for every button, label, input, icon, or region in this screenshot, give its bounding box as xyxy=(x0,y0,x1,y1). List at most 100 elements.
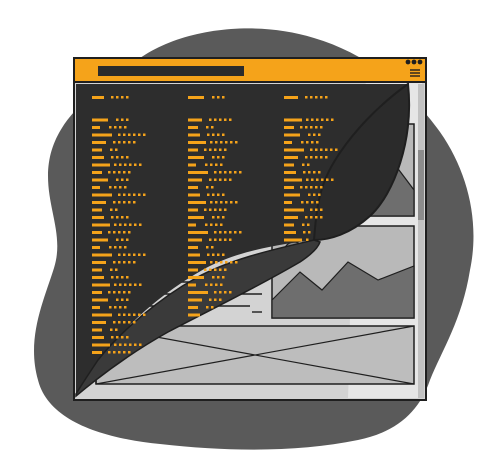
code-dot xyxy=(121,216,124,219)
dot-icon[interactable] xyxy=(417,59,423,65)
scrollbar-track[interactable] xyxy=(418,84,424,398)
code-dot xyxy=(224,208,227,211)
code-dash xyxy=(92,231,102,234)
code-dot xyxy=(123,253,126,256)
code-dot xyxy=(212,253,215,256)
code-dot xyxy=(230,261,233,264)
code-dot xyxy=(212,193,215,196)
code-dot xyxy=(134,223,137,226)
code-dot xyxy=(313,171,316,174)
code-dot xyxy=(204,208,207,211)
code-dash xyxy=(188,156,204,159)
code-dot xyxy=(108,231,111,234)
code-dot xyxy=(118,291,121,294)
code-dot xyxy=(123,231,126,234)
code-dot xyxy=(115,328,118,331)
scrollbar-thumb[interactable] xyxy=(418,150,424,220)
code-dot xyxy=(128,291,131,294)
code-dot xyxy=(214,171,217,174)
code-dot xyxy=(220,201,223,204)
code-dash xyxy=(92,253,112,257)
code-dot xyxy=(118,261,121,264)
code-dot xyxy=(305,186,308,189)
code-dash xyxy=(284,163,294,167)
code-dot xyxy=(114,283,117,286)
code-dot xyxy=(124,343,127,346)
code-dot xyxy=(229,291,232,294)
code-dot xyxy=(133,321,136,324)
code-dot xyxy=(305,216,308,219)
code-dot xyxy=(222,133,225,136)
code-dot xyxy=(123,261,126,264)
code-dot xyxy=(121,178,124,181)
code-dash xyxy=(188,313,200,317)
code-dot xyxy=(124,306,127,309)
code-dot xyxy=(303,231,306,234)
code-dot xyxy=(119,306,122,309)
code-dot xyxy=(217,156,220,159)
code-dot xyxy=(220,163,223,166)
code-dot xyxy=(123,201,126,204)
dot-icon[interactable] xyxy=(411,59,417,65)
code-dash xyxy=(188,223,196,227)
code-dot xyxy=(123,291,126,294)
code-dot xyxy=(209,178,212,181)
code-dot xyxy=(308,133,311,136)
code-dot xyxy=(210,283,213,286)
code-dash xyxy=(92,126,100,129)
code-dash xyxy=(284,171,296,174)
code-dot xyxy=(229,238,232,241)
code-dot xyxy=(325,148,328,151)
code-dot xyxy=(211,126,214,129)
code-dot xyxy=(315,126,318,129)
code-dash xyxy=(284,156,298,159)
code-dot xyxy=(113,291,116,294)
code-dot xyxy=(325,96,328,99)
hamburger-menu-icon[interactable] xyxy=(410,69,420,77)
code-dot xyxy=(330,148,333,151)
code-dot xyxy=(321,118,324,121)
code-dot xyxy=(222,156,225,159)
code-dash xyxy=(92,178,108,182)
code-dot xyxy=(133,201,136,204)
code-dot xyxy=(114,246,117,249)
code-dot xyxy=(325,156,328,159)
code-dot xyxy=(331,178,334,181)
code-dot xyxy=(114,163,117,166)
code-dot xyxy=(308,171,311,174)
dot-icon[interactable] xyxy=(405,59,411,65)
code-dash xyxy=(92,133,112,137)
code-dot xyxy=(320,148,323,151)
code-dash xyxy=(188,141,206,144)
code-dot xyxy=(318,133,321,136)
code-dot xyxy=(121,156,124,159)
code-dot xyxy=(318,171,321,174)
code-dot xyxy=(116,336,119,339)
code-dash xyxy=(188,298,202,302)
code-dash xyxy=(92,313,112,317)
code-dash xyxy=(188,133,200,137)
code-dot xyxy=(305,96,308,99)
code-dot xyxy=(320,96,323,99)
code-dot xyxy=(214,298,217,301)
code-dot xyxy=(116,238,119,241)
code-dot xyxy=(206,126,209,129)
code-dash xyxy=(188,283,196,287)
code-dot xyxy=(113,231,116,234)
code-dash xyxy=(188,193,200,197)
code-dot xyxy=(210,141,213,144)
code-dot xyxy=(134,163,137,166)
code-dot xyxy=(138,313,141,316)
code-dot xyxy=(123,193,126,196)
code-dash xyxy=(284,126,294,129)
code-dot xyxy=(214,148,217,151)
code-dot xyxy=(214,268,217,271)
code-dash xyxy=(188,118,202,122)
address-bar[interactable] xyxy=(98,66,244,76)
code-dot xyxy=(126,178,129,181)
code-dot xyxy=(320,186,323,189)
code-dot xyxy=(230,141,233,144)
code-dot xyxy=(108,291,111,294)
code-dot xyxy=(217,133,220,136)
